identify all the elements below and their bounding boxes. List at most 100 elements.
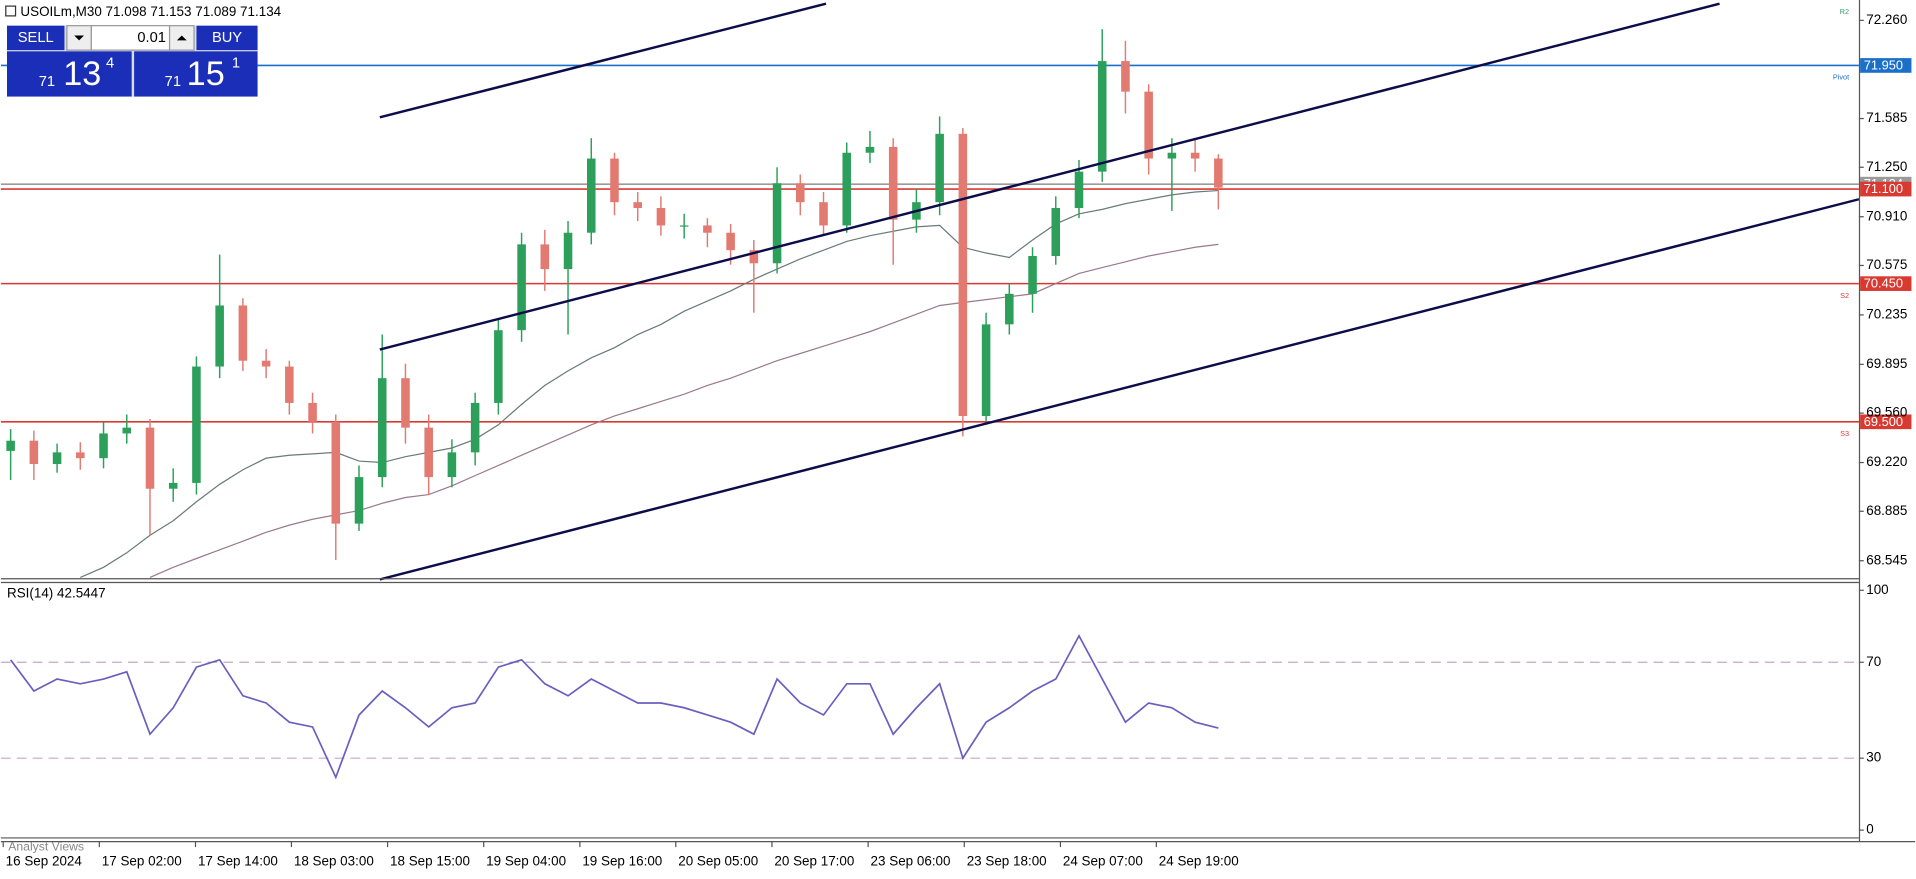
candle-body [703,225,712,233]
lot-value[interactable]: 0.01 [137,30,166,46]
candle-body [215,305,224,367]
candle-body [633,202,642,208]
candle-body [494,330,503,403]
y-tick-label: 69.220 [1866,454,1907,469]
y-tick-label: 69.560 [1866,405,1907,420]
candle-body [331,421,341,524]
candle-body [842,152,852,226]
candle-body [726,232,735,251]
level-badge [1860,58,1912,73]
candle-body [1097,61,1107,172]
trade-panel: SELL 0.01 BUY 71 13 4 71 15 1 [6,25,258,97]
level-name: S2 [1840,291,1849,300]
level-badge [1860,181,1912,197]
candle-body [796,183,805,203]
candle-body [377,378,387,478]
candle-body [540,244,550,270]
level-label: 71.950 [1864,57,1903,72]
x-tick-label: 19 Sep 04:00 [486,853,566,868]
lot-input[interactable] [90,25,171,51]
candle-body [238,305,248,361]
candle-body [261,360,271,367]
corner-label: R2 [1840,7,1849,16]
ask-box[interactable] [134,51,258,97]
header-icon [5,5,17,17]
candle-body [1167,152,1177,159]
moving-average [149,243,1219,579]
down-arrow [74,35,84,41]
x-tick-label: 18 Sep 03:00 [294,853,374,868]
candle-body [1051,207,1061,256]
candle-body [935,133,944,203]
buy-button[interactable] [196,25,258,51]
y-tick-label: 70.910 [1866,208,1907,223]
candle-body [52,452,62,464]
buy-label[interactable]: BUY [212,30,242,46]
candle-body [981,324,991,416]
x-tick-label: 17 Sep 02:00 [102,853,182,868]
candle-body [958,133,968,416]
rsi-title: RSI(14) 42.5447 [7,586,106,601]
sell-label[interactable]: SELL [18,30,54,46]
candle-body [401,378,410,428]
bid-handle: 71 [39,74,55,90]
bid-big: 13 [63,55,101,93]
candle-body [749,250,759,264]
candle-body [168,482,178,489]
level-name: Pivot [1833,73,1849,82]
level-label: 69.500 [1864,414,1903,429]
candle-body [517,244,526,331]
frame [0,0,1916,843]
y-tick-label: 68.545 [1866,552,1907,567]
candle-body [772,183,782,264]
candle-body [888,146,898,220]
candle-body [563,232,573,270]
candle-body [308,402,317,422]
y-tick-label: 70.575 [1866,257,1907,272]
candle-body [1074,171,1084,208]
candle-body [470,402,480,453]
bid-box[interactable] [6,51,132,97]
x-tick-label: 23 Sep 18:00 [967,853,1047,868]
x-tick-label: 17 Sep 14:00 [198,853,278,868]
ask-pip: 1 [232,55,240,71]
y-tick-label: 71.585 [1866,110,1907,125]
candle-body [1144,91,1153,159]
lot-up[interactable] [168,25,195,51]
trendline [379,2,827,119]
candle-body [354,477,364,524]
candle-body [1121,61,1130,92]
x-tick-label: 20 Sep 05:00 [678,853,758,868]
candle-body [1214,158,1223,188]
y-tick-label: 0 [1866,822,1873,837]
y-tick-label: 69.895 [1866,356,1907,371]
trendline [379,2,1720,351]
bid-pip: 4 [106,55,114,71]
candle-body [656,207,666,226]
candle-body [1190,152,1200,159]
sell-button[interactable] [6,25,65,51]
trendlines [379,2,1860,581]
y-tick-label: 72.260 [1866,12,1907,27]
trendline [379,198,1860,581]
candle-body [192,366,201,483]
candle-body [1028,255,1037,294]
moving-average [80,189,1219,579]
y-tick-label: 70 [1866,654,1881,669]
rsi-line [9,634,1219,780]
footer-tab[interactable]: Analyst Views [8,839,84,853]
candle-body [6,440,15,451]
ask-big: 15 [187,55,225,93]
y-tick-label: 71.250 [1866,159,1907,174]
x-tick-label: 19 Sep 16:00 [582,853,662,868]
price-plot: Pivot S2 S3 R2 [0,7,1859,579]
candle-body [76,452,85,459]
x-tick-label: 20 Sep 17:00 [774,853,854,868]
up-arrow [176,35,187,41]
candle-body [424,427,433,478]
ask-handle: 71 [165,74,181,90]
x-tick-label: 24 Sep 07:00 [1063,853,1143,868]
